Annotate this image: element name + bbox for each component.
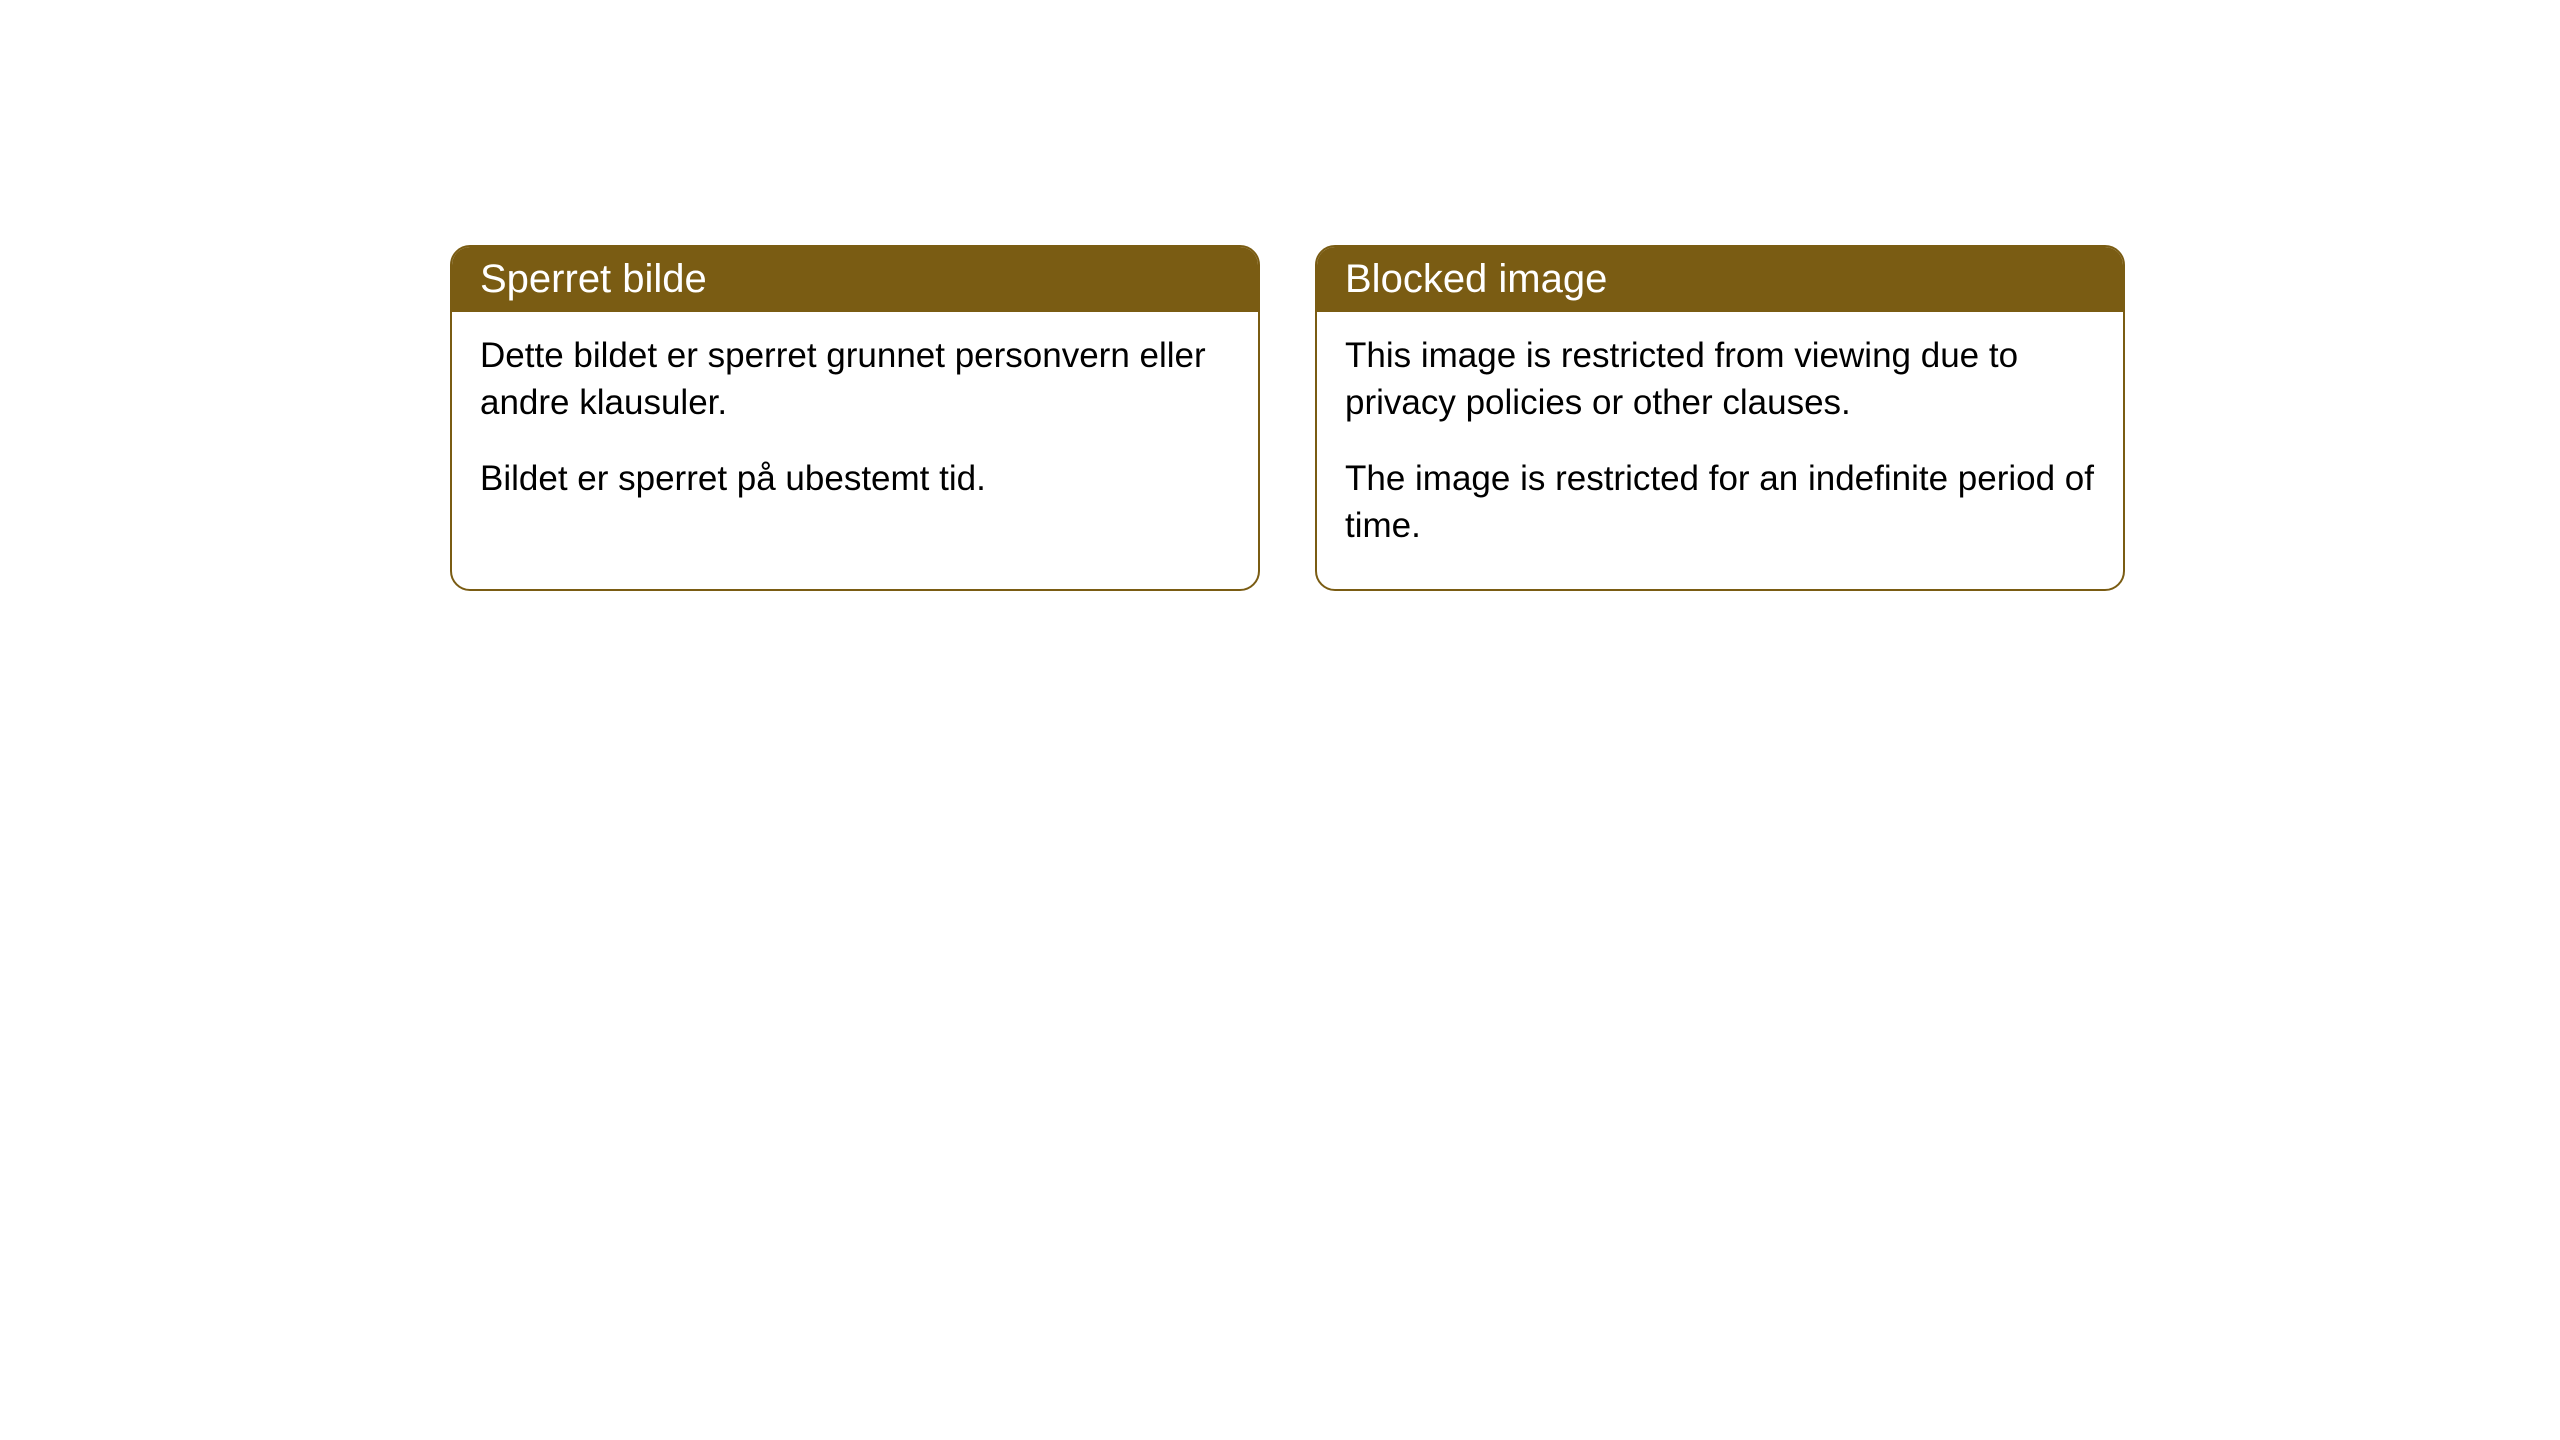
card-paragraph-1: Dette bildet er sperret grunnet personve… [480, 332, 1230, 427]
card-paragraph-2: The image is restricted for an indefinit… [1345, 455, 2095, 550]
card-paragraph-1: This image is restricted from viewing du… [1345, 332, 2095, 427]
blocked-image-card-norwegian: Sperret bilde Dette bildet er sperret gr… [450, 245, 1260, 591]
card-title: Sperret bilde [480, 257, 707, 301]
blocked-image-card-english: Blocked image This image is restricted f… [1315, 245, 2125, 591]
card-title: Blocked image [1345, 257, 1607, 301]
cards-container: Sperret bilde Dette bildet er sperret gr… [0, 0, 2560, 591]
card-header-english: Blocked image [1317, 247, 2123, 312]
card-body-norwegian: Dette bildet er sperret grunnet personve… [452, 312, 1258, 542]
card-paragraph-2: Bildet er sperret på ubestemt tid. [480, 455, 1230, 502]
card-header-norwegian: Sperret bilde [452, 247, 1258, 312]
card-body-english: This image is restricted from viewing du… [1317, 312, 2123, 589]
